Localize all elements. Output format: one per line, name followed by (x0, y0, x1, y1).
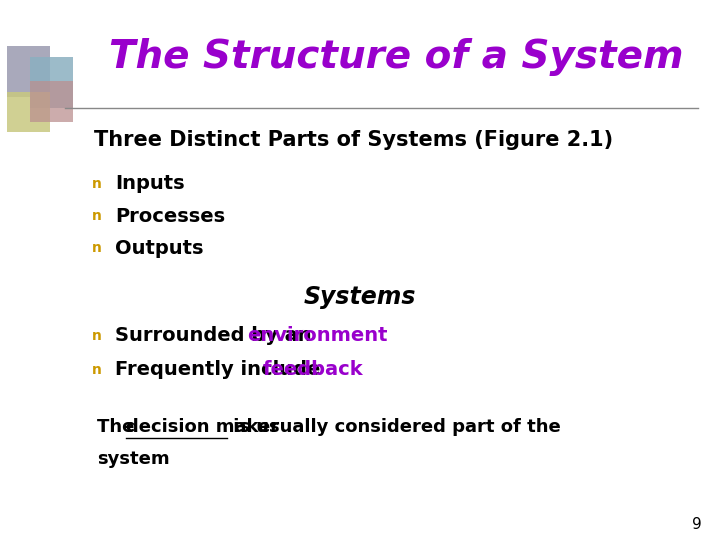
Text: Systems: Systems (304, 285, 416, 309)
Bar (30, 81, 73, 122)
Text: is usually considered part of the: is usually considered part of the (227, 417, 561, 436)
Text: n: n (92, 177, 102, 191)
Text: The Structure of a System: The Structure of a System (109, 38, 683, 76)
Text: Three Distinct Parts of Systems (Figure 2.1): Three Distinct Parts of Systems (Figure … (94, 130, 613, 151)
Text: environment: environment (248, 326, 388, 346)
Text: 9: 9 (692, 517, 702, 532)
Text: Processes: Processes (115, 206, 225, 226)
Text: Inputs: Inputs (115, 174, 185, 193)
Text: Surrounded by an: Surrounded by an (115, 326, 318, 346)
Text: Frequently include: Frequently include (115, 360, 328, 380)
Text: n: n (92, 209, 102, 223)
Text: n: n (92, 329, 102, 343)
Text: n: n (92, 363, 102, 377)
Bar (7, 92, 50, 132)
Text: n: n (92, 241, 102, 255)
Bar (7, 46, 50, 97)
Text: The: The (97, 417, 141, 436)
Text: feedback: feedback (263, 360, 364, 380)
Text: Outputs: Outputs (115, 239, 204, 258)
Bar (30, 57, 73, 108)
Text: decision maker: decision maker (126, 417, 279, 436)
Text: system: system (97, 450, 170, 468)
